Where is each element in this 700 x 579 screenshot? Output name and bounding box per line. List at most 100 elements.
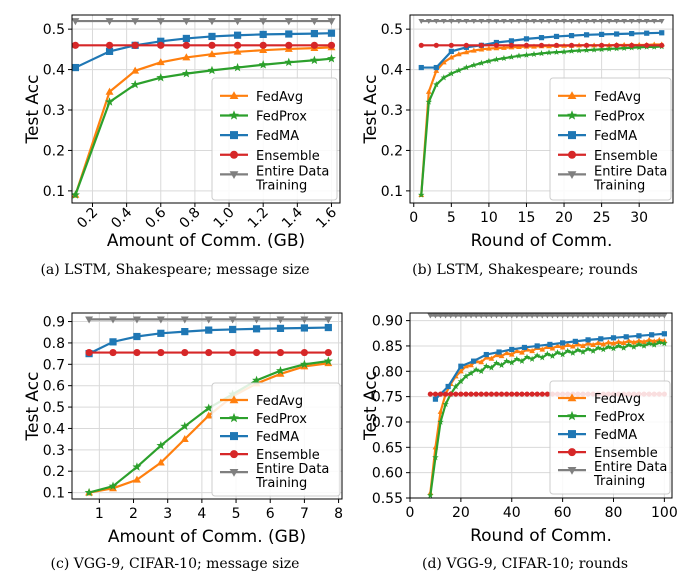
- data-point: [323, 356, 333, 365]
- data-point: [508, 42, 515, 48]
- data-point: [457, 378, 465, 385]
- data-point: [534, 391, 540, 397]
- data-point: [503, 357, 510, 364]
- data-point: [478, 18, 485, 25]
- data-point: [276, 348, 285, 357]
- data-point: [427, 391, 433, 397]
- data-point: [259, 41, 267, 49]
- data-point: [276, 316, 285, 324]
- data-point: [327, 29, 336, 37]
- data-point: [641, 313, 647, 319]
- data-point: [539, 313, 546, 319]
- data-point: [208, 32, 216, 41]
- data-point: [486, 18, 492, 25]
- data-point: [458, 368, 464, 374]
- data-point: [157, 41, 165, 49]
- data-point: [488, 391, 494, 397]
- data-point: [615, 342, 622, 349]
- data-point: [496, 349, 502, 355]
- data-point: [538, 42, 545, 48]
- data-point: [156, 458, 165, 466]
- y-tick-label: 0.3: [43, 443, 65, 459]
- data-point: [560, 48, 568, 55]
- data-point: [501, 18, 507, 25]
- y-axis-label: Test Acc: [23, 75, 43, 145]
- data-point: [645, 340, 653, 347]
- legend-marker: [567, 393, 577, 402]
- data-point: [610, 345, 617, 352]
- legend-label: Ensemble: [594, 446, 658, 461]
- data-point: [156, 58, 165, 66]
- x-tick-label: 60: [554, 505, 572, 521]
- data-point: [508, 38, 515, 44]
- series-entire-data-training: [85, 316, 333, 324]
- data-point: [568, 33, 575, 39]
- data-point: [559, 313, 566, 319]
- data-point: [228, 316, 237, 324]
- data-point: [516, 18, 522, 25]
- caption-d: (d) VGG-9, CIFAR-10; rounds: [421, 556, 628, 572]
- data-point: [493, 313, 500, 319]
- data-point: [590, 341, 597, 348]
- x-tick-label: 6: [266, 506, 275, 522]
- data-point: [181, 328, 189, 336]
- plot-frame: [409, 312, 673, 499]
- data-point: [427, 492, 434, 498]
- data-point: [72, 18, 80, 26]
- data-point: [493, 42, 500, 48]
- data-point: [530, 50, 538, 57]
- data-point: [443, 391, 449, 397]
- data-point: [591, 18, 597, 25]
- series-entire-data-training: [418, 18, 665, 25]
- data-point: [463, 18, 470, 25]
- data-point: [569, 343, 576, 349]
- data-point: [579, 348, 587, 355]
- data-point: [539, 346, 546, 352]
- legend-label: FedAvg: [594, 392, 641, 407]
- data-point: [554, 349, 561, 356]
- x-tick-label: 5: [232, 506, 241, 522]
- data-point: [229, 348, 237, 357]
- data-point: [478, 59, 485, 66]
- data-point: [546, 18, 552, 25]
- data-point: [615, 313, 622, 319]
- data-point: [259, 18, 268, 26]
- data-point: [549, 313, 556, 319]
- legend-marker: [230, 450, 238, 459]
- plot-frame: [71, 14, 341, 204]
- x-axis-label: Round of Comm.: [471, 231, 613, 251]
- x-tick-label: 7: [300, 506, 309, 522]
- data-point: [488, 313, 495, 319]
- data-point: [531, 18, 537, 25]
- series-entire-data-training: [72, 18, 336, 26]
- data-point: [620, 44, 628, 51]
- data-point: [493, 18, 500, 25]
- x-axis-label: Amount of Comm. (GB): [108, 527, 306, 547]
- data-point: [534, 313, 541, 319]
- data-point: [485, 57, 493, 64]
- data-point: [585, 313, 591, 319]
- plot-frame: [71, 312, 343, 500]
- data-point: [585, 337, 591, 343]
- data-point: [539, 391, 545, 397]
- data-point: [629, 30, 635, 37]
- data-point: [132, 316, 141, 324]
- legend-box: [211, 382, 341, 497]
- data-point: [437, 391, 444, 397]
- data-point: [478, 359, 485, 365]
- data-point: [606, 18, 612, 25]
- data-point: [483, 351, 489, 358]
- data-point: [157, 329, 165, 337]
- y-tick-label: 0.2: [381, 143, 403, 159]
- data-point: [589, 347, 597, 354]
- legend-marker: [568, 448, 576, 457]
- data-point: [252, 375, 262, 385]
- data-point: [498, 313, 505, 319]
- data-point: [598, 336, 604, 342]
- data-point: [513, 355, 521, 362]
- data-point: [453, 391, 459, 397]
- data-point: [418, 64, 424, 71]
- data-point: [233, 41, 242, 49]
